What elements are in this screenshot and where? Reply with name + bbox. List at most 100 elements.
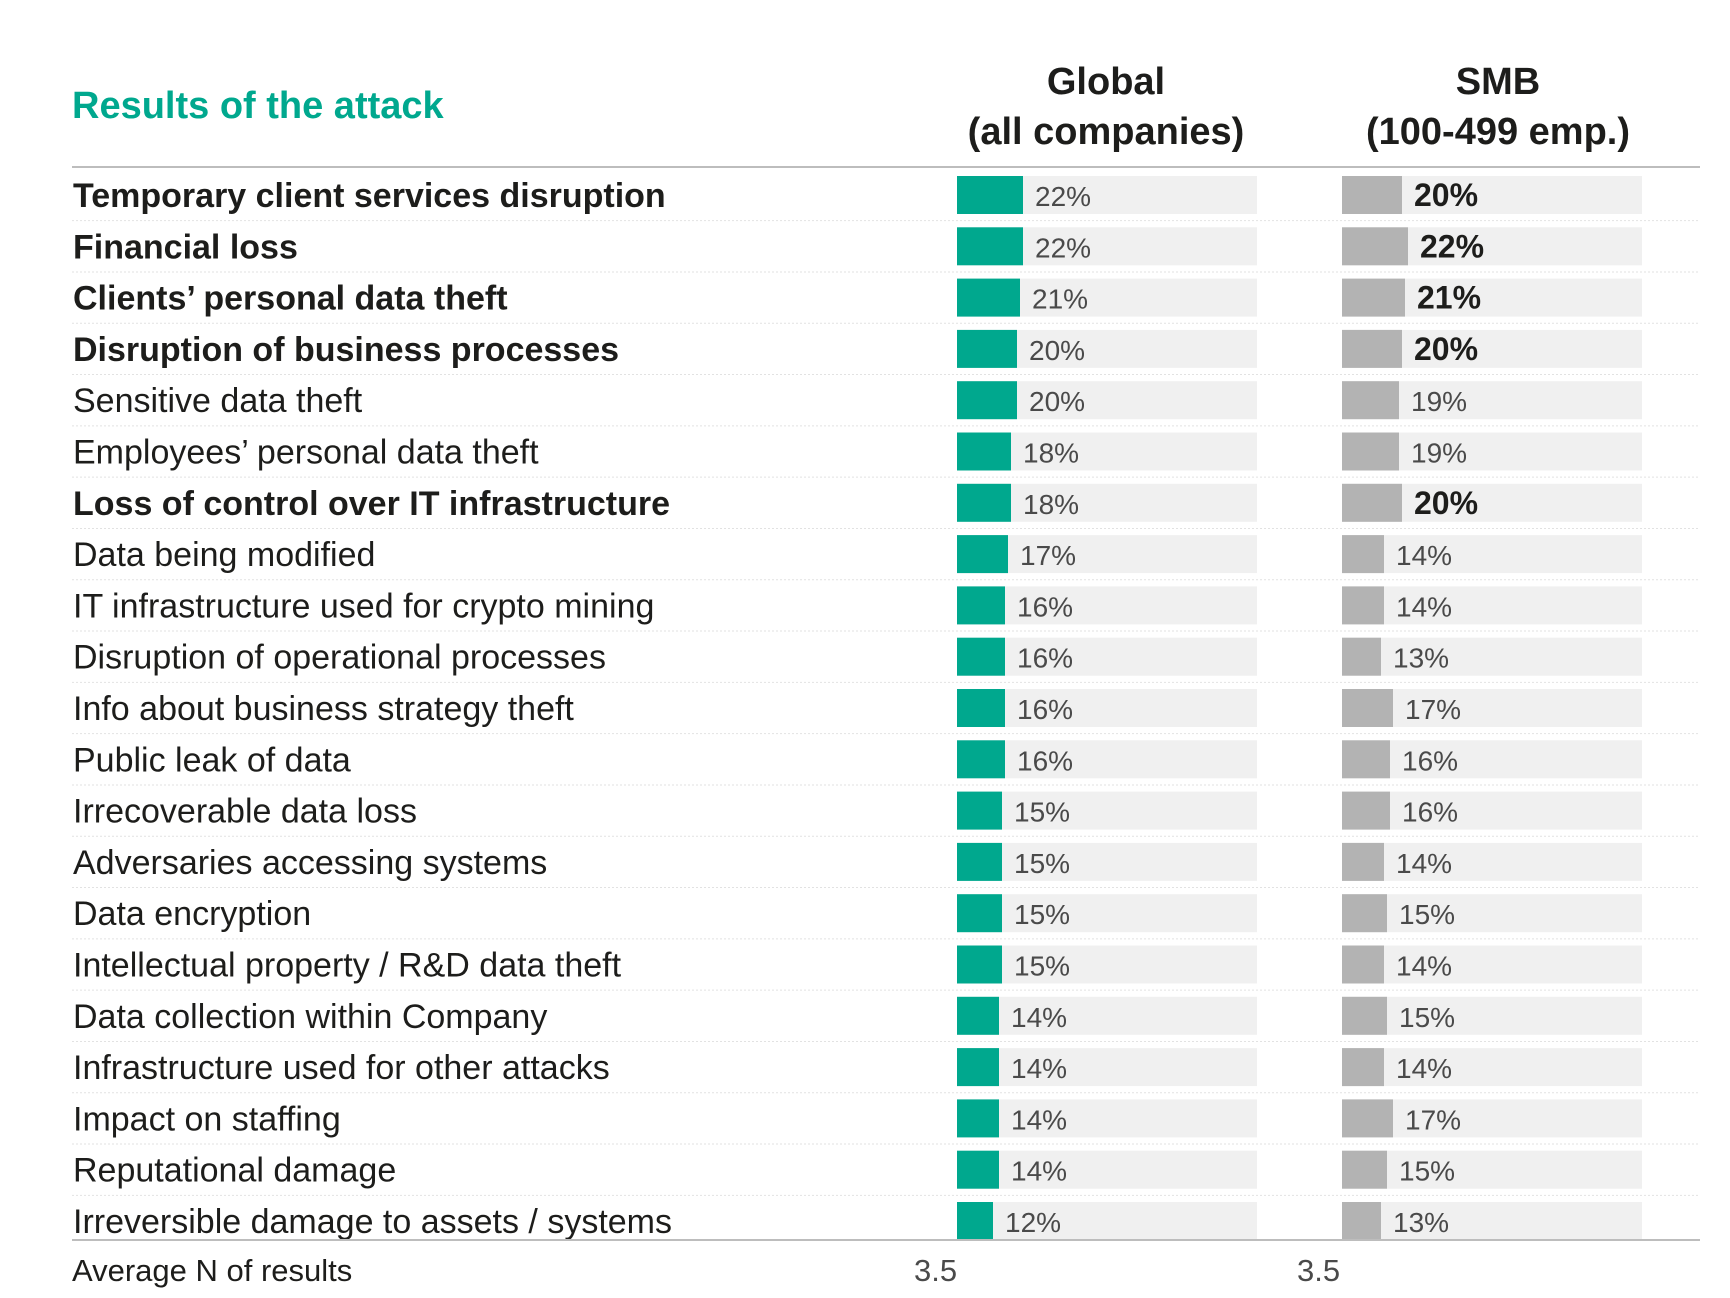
value-label-smb: 21% — [1417, 280, 1481, 316]
bar-track-smb — [1342, 791, 1642, 830]
value-label-smb: 19% — [1411, 438, 1467, 469]
category-label-irreversible-damage-to-assets-systems: Irreversible damage to assets / systems — [73, 1203, 672, 1241]
bar-global — [957, 996, 999, 1035]
bar-track-smb — [1342, 842, 1642, 881]
value-label-smb: 17% — [1405, 694, 1461, 725]
column-header-global-line2: (all companies) — [968, 111, 1245, 153]
value-label-global: 16% — [1017, 694, 1073, 725]
bar-global — [957, 945, 1002, 984]
value-label-smb: 13% — [1393, 643, 1449, 674]
bar-smb — [1342, 278, 1405, 317]
bar-smb — [1342, 637, 1381, 676]
category-label-adversaries-accessing-systems: Adversaries accessing systems — [73, 844, 547, 882]
bar-track-smb — [1342, 535, 1642, 574]
category-label-sensitive-data-theft: Sensitive data theft — [73, 382, 363, 420]
value-label-global: 22% — [1035, 181, 1091, 212]
value-label-global: 22% — [1035, 232, 1091, 263]
category-label-it-infrastructure-used-for-crypto-mining: IT infrastructure used for crypto mining — [73, 587, 654, 625]
bar-smb — [1342, 586, 1384, 625]
bar-global — [957, 740, 1005, 779]
bar-global — [957, 329, 1017, 368]
bar-track-global — [957, 1099, 1257, 1138]
value-label-global: 15% — [1014, 899, 1070, 930]
category-label-intellectual-property-r-d-data-theft: Intellectual property / R&D data theft — [73, 947, 622, 985]
bar-track-smb — [1342, 1150, 1642, 1189]
bar-global — [957, 227, 1023, 266]
bar-smb — [1342, 432, 1399, 471]
category-label-public-leak-of-data: Public leak of data — [73, 741, 351, 779]
bar-track-smb — [1342, 1048, 1642, 1087]
bar-global — [957, 894, 1002, 933]
category-label-reputational-damage: Reputational damage — [73, 1152, 396, 1190]
value-label-global: 18% — [1023, 489, 1079, 520]
bar-track-global — [957, 1048, 1257, 1087]
footer-value-smb: 3.5 — [1297, 1253, 1340, 1288]
value-label-global: 18% — [1023, 438, 1079, 469]
category-label-disruption-of-business-processes: Disruption of business processes — [73, 331, 619, 369]
bar-smb — [1342, 791, 1390, 830]
value-label-smb: 14% — [1396, 1053, 1452, 1084]
bar-smb — [1342, 329, 1402, 368]
bar-global — [957, 1048, 999, 1087]
value-label-smb: 16% — [1402, 797, 1458, 828]
bar-global — [957, 842, 1002, 881]
value-label-global: 14% — [1011, 1053, 1067, 1084]
bar-global — [957, 637, 1005, 676]
bar-smb — [1342, 176, 1402, 214]
bar-global — [957, 278, 1020, 317]
bar-track-global — [957, 637, 1257, 676]
value-label-global: 16% — [1017, 591, 1073, 622]
category-label-data-being-modified: Data being modified — [73, 536, 375, 574]
bar-smb — [1342, 1099, 1393, 1138]
bar-track-global — [957, 1150, 1257, 1189]
category-label-data-collection-within-company: Data collection within Company — [73, 998, 547, 1036]
value-label-smb: 15% — [1399, 1002, 1455, 1033]
category-label-irrecoverable-data-loss: Irrecoverable data loss — [73, 793, 417, 831]
bar-track-smb — [1342, 586, 1642, 625]
category-label-temporary-client-services-disruption: Temporary client services disruption — [73, 177, 666, 215]
value-label-smb: 15% — [1399, 899, 1455, 930]
value-label-smb: 22% — [1420, 228, 1484, 264]
column-header-smb-line1: SMB — [1456, 61, 1540, 103]
value-label-global: 17% — [1020, 540, 1076, 571]
bar-global — [957, 791, 1002, 830]
value-label-global: 20% — [1029, 335, 1085, 366]
category-label-infrastructure-used-for-other-attacks: Infrastructure used for other attacks — [73, 1049, 610, 1087]
bar-smb — [1342, 227, 1408, 266]
column-header-smb-line2: (100-499 emp.) — [1366, 111, 1630, 153]
value-label-smb: 14% — [1396, 540, 1452, 571]
category-label-financial-loss: Financial loss — [73, 228, 298, 266]
bar-track-smb — [1342, 894, 1642, 933]
bar-track-smb — [1342, 996, 1642, 1035]
bar-track-global — [957, 791, 1257, 830]
value-label-smb: 17% — [1405, 1104, 1461, 1135]
bar-global — [957, 535, 1008, 574]
bar-global — [957, 586, 1005, 625]
bar-smb — [1342, 1202, 1381, 1240]
bar-smb — [1342, 483, 1402, 522]
bar-track-global — [957, 842, 1257, 881]
category-label-loss-of-control-over-it-infrastructure: Loss of control over IT infrastructure — [73, 485, 670, 523]
category-label-data-encryption: Data encryption — [73, 895, 311, 933]
bar-smb — [1342, 535, 1384, 574]
category-label-clients-personal-data-theft: Clients’ personal data theft — [73, 280, 508, 318]
bar-global — [957, 176, 1023, 214]
value-label-smb: 20% — [1414, 331, 1478, 367]
bar-global — [957, 1099, 999, 1138]
bar-global — [957, 432, 1011, 471]
bar-global — [957, 1202, 993, 1240]
footer-value-global: 3.5 — [914, 1253, 957, 1288]
bar-track-smb — [1342, 637, 1642, 676]
bar-track-global — [957, 996, 1257, 1035]
value-label-global: 16% — [1017, 643, 1073, 674]
category-label-info-about-business-strategy-theft: Info about business strategy theft — [73, 690, 574, 728]
value-label-global: 15% — [1014, 848, 1070, 879]
bar-smb — [1342, 842, 1384, 881]
value-label-global: 12% — [1005, 1207, 1061, 1238]
category-label-impact-on-staffing: Impact on staffing — [73, 1100, 341, 1138]
value-label-global: 14% — [1011, 1002, 1067, 1033]
chart-rows: Temporary client services disruption 22% 2… — [72, 176, 1700, 1241]
value-label-global: 16% — [1017, 745, 1073, 776]
column-header-global-line1: Global — [1047, 61, 1165, 103]
